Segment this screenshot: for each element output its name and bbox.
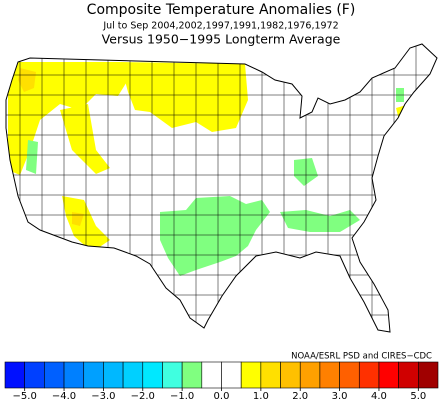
color-swatch bbox=[162, 361, 183, 389]
tick-label: −3.0 bbox=[91, 391, 115, 400]
title: Composite Temperature Anomalies (F) bbox=[87, 2, 356, 18]
tick-label: −5.0 bbox=[13, 391, 37, 400]
color-swatch bbox=[63, 361, 85, 389]
credit: NOAA/ESRL PSD and CIRES−CDC bbox=[291, 352, 432, 362]
color-swatch bbox=[201, 361, 222, 389]
tick-label: 3.0 bbox=[332, 391, 348, 400]
color-swatch bbox=[83, 361, 104, 389]
tick-label: 0.0 bbox=[214, 391, 230, 400]
color-swatch bbox=[418, 361, 439, 389]
tick-label: −1.0 bbox=[170, 391, 194, 400]
baseline: Versus 1950−1995 Longterm Average bbox=[102, 32, 341, 47]
color-swatch bbox=[221, 361, 242, 389]
period: Jul to Sep 2004,2002,1997,1991,1982,1976… bbox=[102, 21, 338, 32]
color-swatch bbox=[378, 361, 399, 389]
tick-label: 5.0 bbox=[410, 391, 426, 400]
color-swatch bbox=[240, 361, 262, 389]
color-swatch bbox=[4, 361, 25, 389]
color-swatch bbox=[122, 361, 144, 389]
tick-label: 2.0 bbox=[292, 391, 308, 400]
color-swatch bbox=[44, 361, 65, 389]
color-swatch bbox=[280, 361, 301, 389]
colorbar: −5.0 −4.0 −3.0 −2.0 −1.0 0.0 1.0 2.0 3.0 4.0 5.0 bbox=[4, 361, 439, 400]
tick-label: −4.0 bbox=[52, 391, 76, 400]
color-swatch bbox=[339, 361, 360, 389]
color-swatch bbox=[319, 361, 340, 389]
color-swatch bbox=[103, 361, 124, 389]
color-swatch bbox=[260, 361, 281, 389]
color-swatch bbox=[398, 361, 419, 389]
tick-label: 4.0 bbox=[371, 391, 387, 400]
tick-label: −2.0 bbox=[131, 391, 155, 400]
color-swatch bbox=[24, 361, 45, 389]
color-swatch bbox=[142, 361, 163, 389]
color-swatch bbox=[299, 361, 321, 389]
tick-label: 1.0 bbox=[253, 391, 269, 400]
color-swatch bbox=[358, 361, 380, 389]
color-swatch bbox=[181, 361, 203, 389]
